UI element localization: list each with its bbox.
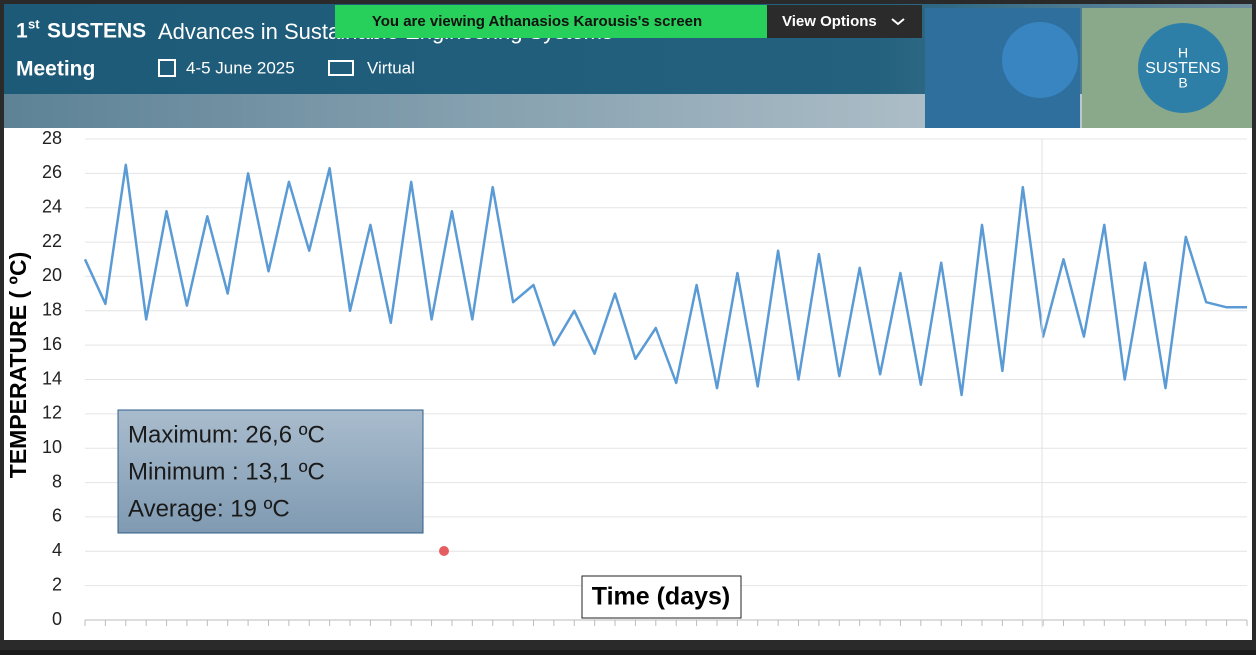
logo-letter: B (1178, 75, 1187, 91)
dropdown-icon[interactable] (891, 18, 905, 26)
event-subtitle: Meeting (16, 58, 95, 81)
y-tick-label: 16 (42, 334, 62, 354)
y-tick-label: 2 (52, 574, 62, 594)
y-tick-label: 10 (42, 437, 62, 457)
y-tick-label: 20 (42, 265, 62, 285)
logo-text: SUSTENS (1145, 60, 1221, 77)
laptop-icon (328, 60, 354, 76)
view-options-label[interactable]: View Options (782, 13, 877, 30)
share-banner (335, 5, 767, 38)
x-axis-title: Time (days) (592, 583, 730, 611)
temperature-line (83, 163, 1247, 397)
y-tick-label: 22 (42, 231, 62, 251)
x-axis-title-box (581, 575, 742, 619)
y-tick-label: 8 (52, 471, 62, 491)
stats-text: Maximum: 26,6 ºC (128, 421, 325, 448)
y-tick-label: 12 (42, 403, 62, 423)
share-message: You are viewing Athanasios Karousis's sc… (372, 13, 702, 30)
y-tick-label: 6 (52, 506, 62, 526)
y-tick-label: 0 (52, 609, 62, 629)
stats-text: Average: 19 ºC (128, 495, 290, 522)
y-axis-title: TEMPERATURE ( ºC) (5, 252, 31, 478)
stats-box (117, 409, 424, 534)
y-tick-label: 14 (42, 368, 62, 388)
header-image-glow (1002, 22, 1078, 98)
event-date: 4-5 June 2025 (186, 58, 295, 77)
event-mode: Virtual (367, 58, 415, 77)
logo-circle (1138, 23, 1228, 113)
event-name: SUSTENS (47, 20, 146, 43)
y-tick-label: 28 (42, 128, 62, 148)
logo-letter: H (1178, 45, 1188, 61)
mouse-pointer (439, 546, 449, 556)
y-tick-label: 26 (42, 162, 62, 182)
y-tick-label: 4 (52, 540, 62, 560)
calendar-icon (158, 59, 176, 77)
event-number-suffix: st (28, 16, 40, 31)
y-tick-label: 24 (42, 196, 62, 216)
stats-text: Minimum : 13,1 ºC (128, 458, 325, 485)
event-number: 1 (16, 20, 28, 43)
y-tick-label: 18 (42, 300, 62, 320)
